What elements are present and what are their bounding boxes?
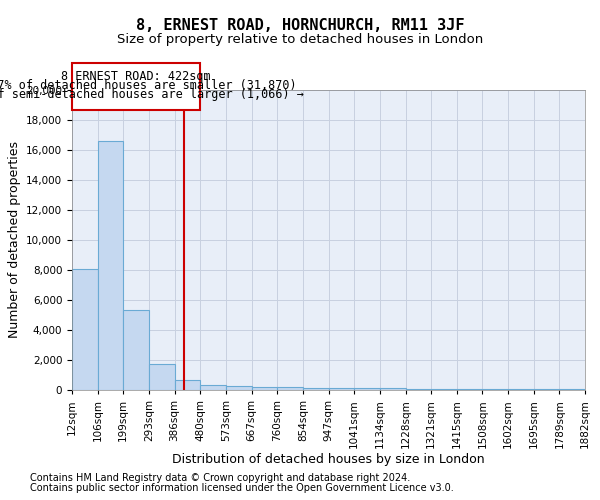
- Bar: [226, 386, 251, 390]
- Bar: [251, 387, 277, 390]
- Text: Contains public sector information licensed under the Open Government Licence v3: Contains public sector information licen…: [30, 483, 454, 493]
- Text: 8 ERNEST ROAD: 422sqm: 8 ERNEST ROAD: 422sqm: [61, 70, 211, 83]
- Bar: [380, 388, 406, 390]
- Bar: [508, 389, 534, 390]
- Bar: [72, 268, 98, 390]
- Bar: [124, 310, 149, 390]
- Bar: [329, 388, 354, 390]
- Bar: [175, 380, 200, 390]
- Bar: [457, 389, 482, 390]
- Bar: [200, 385, 226, 390]
- Text: 8, ERNEST ROAD, HORNCHURCH, RM11 3JF: 8, ERNEST ROAD, HORNCHURCH, RM11 3JF: [136, 18, 464, 32]
- Bar: [149, 364, 175, 390]
- Bar: [354, 388, 380, 390]
- Text: ← 97% of detached houses are smaller (31,870): ← 97% of detached houses are smaller (31…: [0, 79, 296, 92]
- Bar: [431, 388, 457, 390]
- Bar: [534, 389, 559, 390]
- Bar: [303, 388, 329, 390]
- Text: Contains HM Land Registry data © Crown copyright and database right 2024.: Contains HM Land Registry data © Crown c…: [30, 473, 410, 483]
- Text: 3% of semi-detached houses are larger (1,066) →: 3% of semi-detached houses are larger (1…: [0, 88, 304, 101]
- Bar: [98, 141, 124, 390]
- X-axis label: Distribution of detached houses by size in London: Distribution of detached houses by size …: [172, 454, 485, 466]
- Bar: [277, 388, 303, 390]
- Text: Size of property relative to detached houses in London: Size of property relative to detached ho…: [117, 32, 483, 46]
- Bar: [482, 389, 508, 390]
- Bar: [406, 388, 431, 390]
- Y-axis label: Number of detached properties: Number of detached properties: [8, 142, 20, 338]
